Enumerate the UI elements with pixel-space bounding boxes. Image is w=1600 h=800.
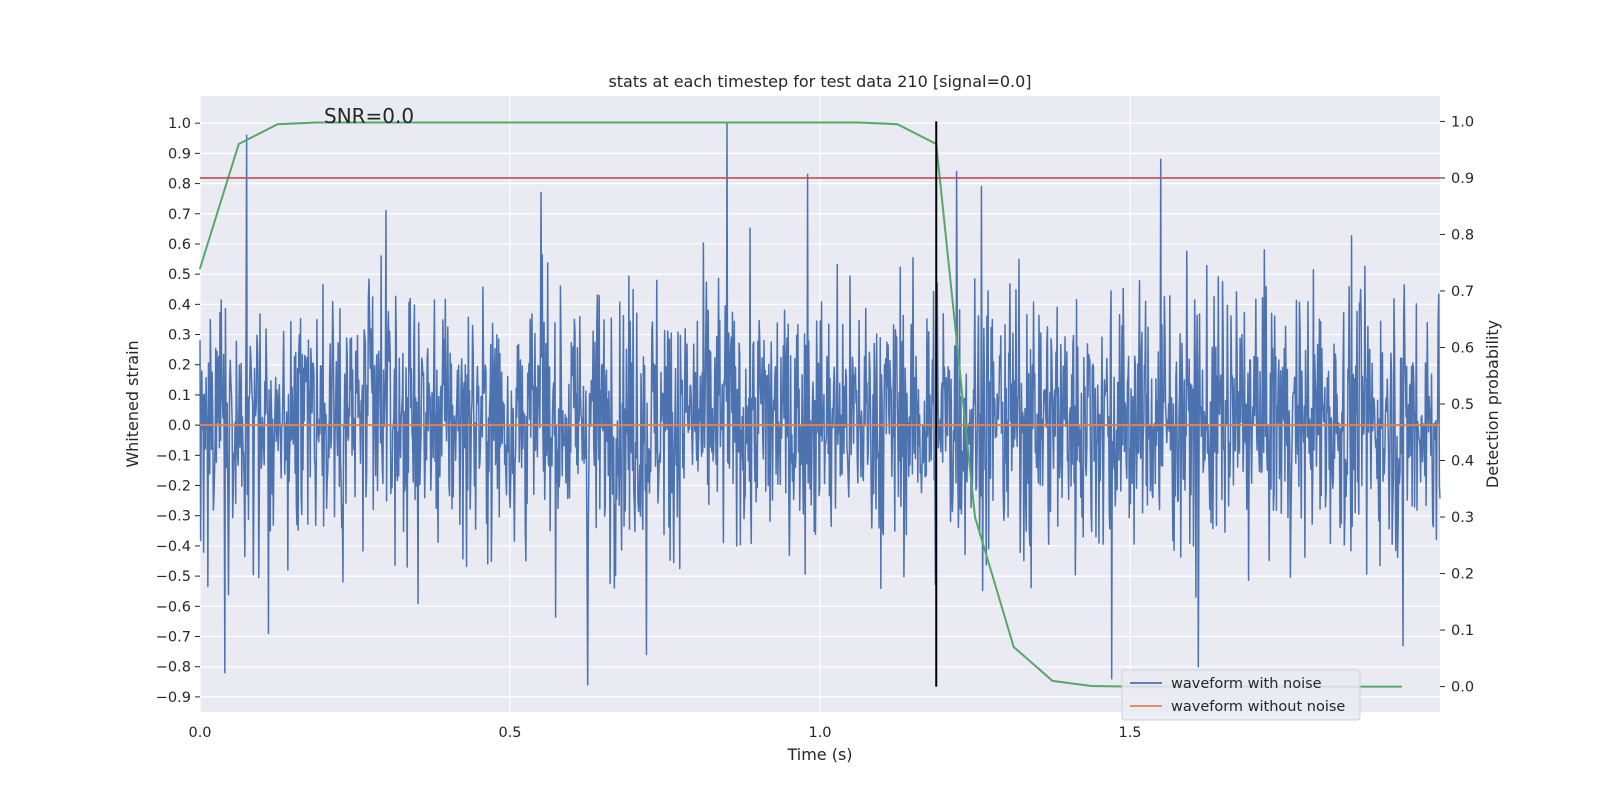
detection-probability-point: [199, 267, 201, 270]
y-tick-label: −0.4: [156, 539, 191, 555]
bottom-axis-ticks: 0.0 0.5 1.0 1.5: [188, 725, 1141, 741]
snr-annotation: SNR=0.0: [324, 104, 414, 128]
y-tick-label: 0.9: [168, 146, 191, 162]
detection-probability-point: [547, 121, 550, 124]
y-axis-label: Whitened strain: [123, 340, 142, 467]
y2-tick-label: 0.9: [1451, 171, 1474, 187]
y-tick-label: −0.9: [156, 690, 191, 706]
detection-probability-point: [276, 123, 279, 126]
reference-lines: [200, 121, 1440, 687]
detection-probability-point: [1361, 685, 1364, 688]
detection-probability-point: [896, 123, 899, 126]
detection-probability-point: [237, 143, 240, 145]
y2-tick-label: 0.5: [1451, 397, 1474, 413]
legend: waveform with noise waveform without noi…: [1121, 669, 1361, 721]
detection-probability-point: [664, 121, 666, 124]
detection-probability-point: [974, 516, 976, 518]
y-tick-label: 0.3: [168, 328, 191, 344]
y2-tick-label: 0.8: [1451, 227, 1474, 243]
x-tick-label: 1.0: [808, 725, 831, 741]
y-tick-label: −0.3: [156, 509, 191, 525]
detection-probability-point: [1012, 646, 1015, 648]
y2-tick-label: 0.7: [1451, 284, 1474, 300]
x-tick-label: 0.0: [188, 725, 211, 741]
detection-probability-point: [509, 121, 511, 124]
chart-title: stats at each timestep for test data 210…: [608, 72, 1031, 91]
detection-probability-point: [315, 121, 318, 124]
y-tick-label: 1.0: [168, 116, 191, 132]
left-axis-ticks: 1.0 0.9 0.8 0.7 0.6 0.5 0.4 0.3 0.2 0.1 0.0 −0.1 −0.…: [156, 116, 200, 706]
y2-tick-label: 0.2: [1451, 567, 1474, 583]
x-axis-label: Time (s): [786, 745, 852, 764]
y-tick-label: −0.2: [156, 479, 191, 495]
y-tick-label: 0.2: [168, 358, 191, 374]
detection-probability-point: [741, 121, 744, 124]
legend-box: [1121, 669, 1361, 721]
detection-probability-point: [586, 121, 589, 124]
detection-probability-point: [354, 121, 356, 124]
detection-probability-point: [819, 121, 821, 124]
right-axis-ticks: 1.0 0.9 0.8 0.7 0.6 0.5 0.4 0.3 0.2 0.1 0.0: [1440, 114, 1474, 696]
detection-probability-point: [1051, 680, 1054, 682]
y2-axis-label: Detection probability: [1483, 320, 1502, 488]
y2-tick-label: 0.0: [1451, 680, 1474, 696]
y2-tick-label: 1.0: [1451, 114, 1474, 130]
x-tick-label: 1.5: [1118, 725, 1141, 741]
detection-probability-point: [625, 121, 628, 124]
x-tick-label: 0.5: [498, 725, 521, 741]
detection-probability-point: [780, 121, 783, 124]
detection-probability-point: [857, 121, 860, 124]
detection-probability-point: [392, 121, 395, 124]
y-tick-label: −0.7: [156, 630, 191, 646]
detection-probability-point: [702, 121, 705, 124]
y2-tick-label: 0.6: [1451, 340, 1474, 356]
y-tick-label: 0.6: [168, 237, 191, 253]
y2-tick-label: 0.4: [1451, 454, 1474, 470]
y2-tick-label: 0.1: [1451, 623, 1474, 639]
y-tick-label: 0.0: [168, 418, 191, 434]
detection-probability-point: [431, 121, 434, 124]
legend-label-waveform-with-noise: waveform with noise: [1171, 676, 1322, 692]
detection-probability-point: [1090, 685, 1093, 687]
y-tick-label: 0.5: [168, 267, 191, 283]
y-tick-label: −0.5: [156, 569, 191, 585]
legend-label-waveform-without-noise: waveform without noise: [1171, 699, 1345, 715]
y-tick-label: 0.8: [168, 177, 191, 193]
detection-probability-point: [470, 121, 473, 124]
y-tick-label: 0.7: [168, 207, 191, 223]
y-tick-label: 0.1: [168, 388, 191, 404]
series-waveform-with-noise: [199, 122, 1441, 686]
y2-tick-label: 0.3: [1451, 510, 1474, 526]
y-tick-label: 0.4: [168, 297, 191, 313]
y-tick-label: −0.8: [156, 660, 191, 676]
detection-probability-point: [1400, 685, 1403, 688]
y-tick-label: −0.6: [156, 599, 191, 615]
y-tick-label: −0.1: [156, 448, 191, 464]
